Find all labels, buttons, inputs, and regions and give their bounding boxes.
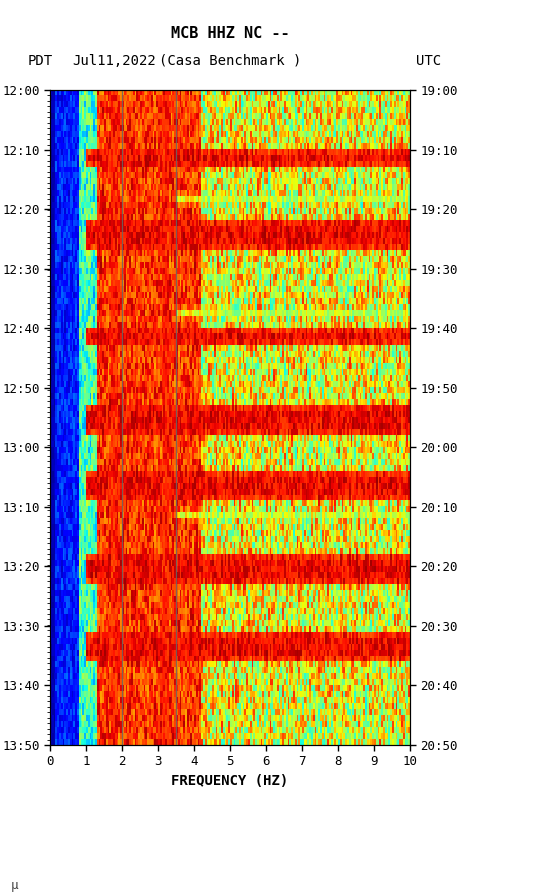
Text: USGS: USGS xyxy=(15,21,62,37)
Text: PDT: PDT xyxy=(28,54,53,68)
X-axis label: FREQUENCY (HZ): FREQUENCY (HZ) xyxy=(171,774,289,788)
Text: μ: μ xyxy=(11,880,19,892)
Text: MCB HHZ NC --: MCB HHZ NC -- xyxy=(171,26,289,41)
Text: (Casa Benchmark ): (Casa Benchmark ) xyxy=(159,54,301,68)
Text: UTC: UTC xyxy=(416,54,440,68)
Text: Jul11,2022: Jul11,2022 xyxy=(72,54,156,68)
